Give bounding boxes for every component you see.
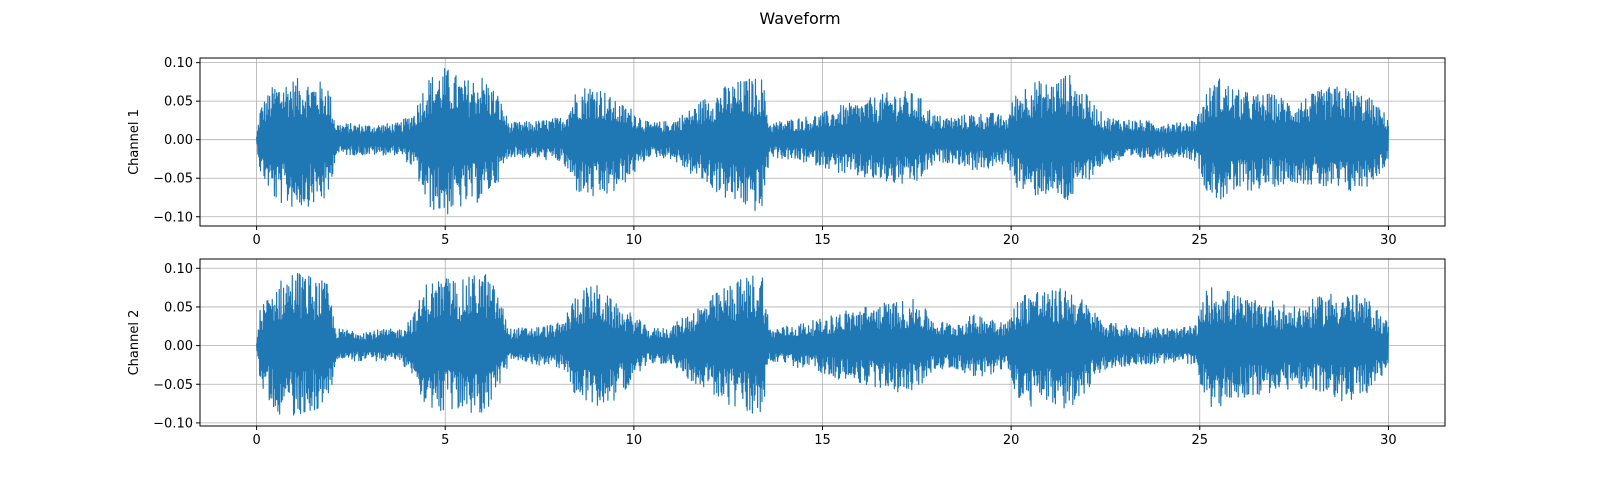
x-tick-label: 20 <box>1003 433 1020 448</box>
x-tick-label: 25 <box>1191 433 1208 448</box>
channel-2-subplot: 0 5 10 15 20 25 30 −0.10 −0.05 0.00 0.05 0.10 Channe… <box>127 258 1446 448</box>
y-tick-label: 0.05 <box>164 95 193 110</box>
x-tick-label: 30 <box>1380 233 1397 248</box>
channel-2-waveform <box>255 273 1390 416</box>
x-tick-label: 20 <box>1003 233 1020 248</box>
y-axis-label: Channel 2 <box>127 310 142 376</box>
y-tick-label: 0.10 <box>164 56 193 71</box>
y-tick-label: 0.00 <box>164 133 193 148</box>
channel-1-waveform <box>255 67 1390 215</box>
y-tick-label: 0.05 <box>164 300 193 315</box>
chart-title: Waveform <box>759 9 840 28</box>
x-tick-label: 15 <box>814 233 831 248</box>
y-tick-label: 0.10 <box>164 262 193 277</box>
y-tick-label: −0.05 <box>153 172 193 187</box>
x-tick-label: 0 <box>252 433 260 448</box>
y-axis-label: Channel 1 <box>127 109 142 175</box>
y-tick-label: 0.00 <box>164 339 193 354</box>
x-tick-label: 30 <box>1380 433 1397 448</box>
x-tick-label: 10 <box>626 233 643 248</box>
channel-1-subplot: 0 5 10 15 20 25 30 −0.10 −0.05 0.00 0.05 0.10 Channe… <box>127 56 1446 248</box>
y-tick-label: −0.10 <box>153 210 193 225</box>
x-tick-label: 15 <box>814 433 831 448</box>
x-tick-label: 10 <box>626 433 643 448</box>
x-tick-label: 0 <box>252 233 260 248</box>
x-tick-label: 25 <box>1191 233 1208 248</box>
x-tick-label: 5 <box>441 433 449 448</box>
x-tick-label: 5 <box>441 233 449 248</box>
y-tick-label: −0.05 <box>153 378 193 393</box>
y-tick-label: −0.10 <box>153 416 193 431</box>
